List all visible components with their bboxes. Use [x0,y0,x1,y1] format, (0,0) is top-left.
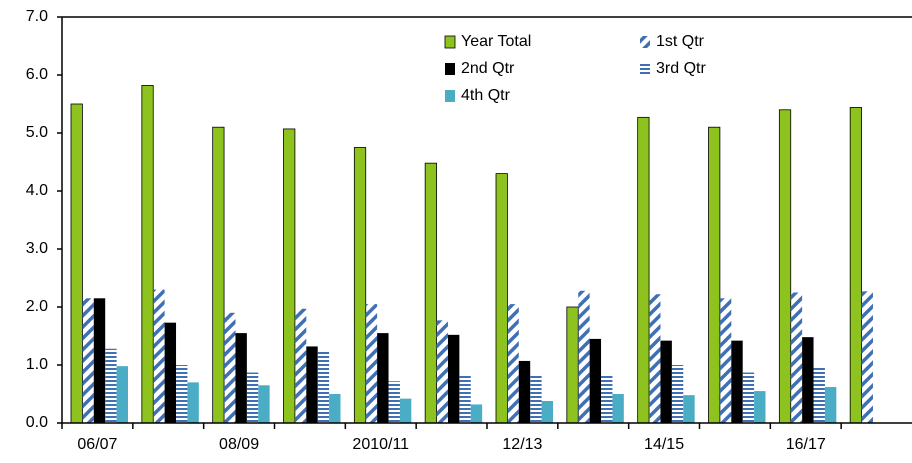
x-tick-label: 2010/11 [352,436,409,453]
bar [153,289,165,423]
bar [849,107,862,424]
y-tick-label: 0.0 [26,414,48,431]
bar [530,374,542,423]
legend-label: 2nd Qtr [461,60,515,77]
x-tick-label: 08/09 [219,436,259,453]
legend-swatch [640,63,650,75]
bar [294,308,307,423]
y-tick-label: 7.0 [26,8,48,25]
x-tick-label: 06/07 [77,436,117,453]
bar [377,333,389,423]
bar [589,338,602,423]
bar [861,291,873,423]
bar [424,162,437,424]
bar [495,173,508,424]
bar [742,372,755,423]
bar [141,85,154,424]
bar [436,320,448,423]
x-tick-label: 16/17 [786,436,826,453]
bar [353,147,367,424]
bar [164,322,177,423]
legend-swatch [444,35,456,49]
bar [399,398,412,423]
y-tick-label: 5.0 [26,124,48,141]
bar [388,381,400,423]
bar [649,294,661,423]
bar [224,312,236,423]
bar [518,360,531,423]
bar [93,298,106,423]
bar [365,304,378,423]
bar [258,385,270,423]
bar [778,109,792,424]
bar [70,103,83,424]
legend-label: 3rd Qtr [656,60,706,77]
bar [82,298,94,423]
bar [176,365,188,423]
legend-swatch [640,36,650,48]
bar [317,350,330,423]
legend-swatch [445,90,455,102]
bar [824,387,837,423]
bar [790,292,803,423]
y-tick-label: 2.0 [26,298,48,315]
y-tick-label: 3.0 [26,240,48,257]
bar [246,372,259,423]
bar [754,391,766,423]
bar [601,374,613,423]
bar [459,374,471,423]
bar [447,334,460,423]
x-tick-label: 14/15 [644,436,684,453]
bar [671,365,684,423]
y-tick-label: 4.0 [26,182,48,199]
bar [612,394,624,423]
bar [637,116,650,424]
bar [683,395,695,423]
bar [802,337,814,423]
bar [187,382,199,423]
legend-swatch [445,63,455,75]
bar [660,340,672,423]
bar [507,304,519,423]
bar [719,298,732,423]
x-tick-label: 12/13 [502,436,542,453]
legend-label: 1st Qtr [656,33,705,50]
bar [212,126,225,424]
bar [731,340,743,423]
bar [541,400,553,423]
y-tick-label: 6.0 [26,66,48,83]
bar [306,346,318,423]
bar [105,348,117,423]
bar [708,126,721,424]
bar [566,306,579,424]
bar [235,333,247,423]
bar [470,404,483,423]
bar [329,394,341,423]
y-tick-label: 1.0 [26,356,48,373]
bar [116,366,128,423]
bar [578,290,590,423]
bar [813,366,825,423]
legend-label: Year Total [461,33,531,50]
bar [283,128,296,424]
legend-label: 4th Qtr [461,87,511,104]
